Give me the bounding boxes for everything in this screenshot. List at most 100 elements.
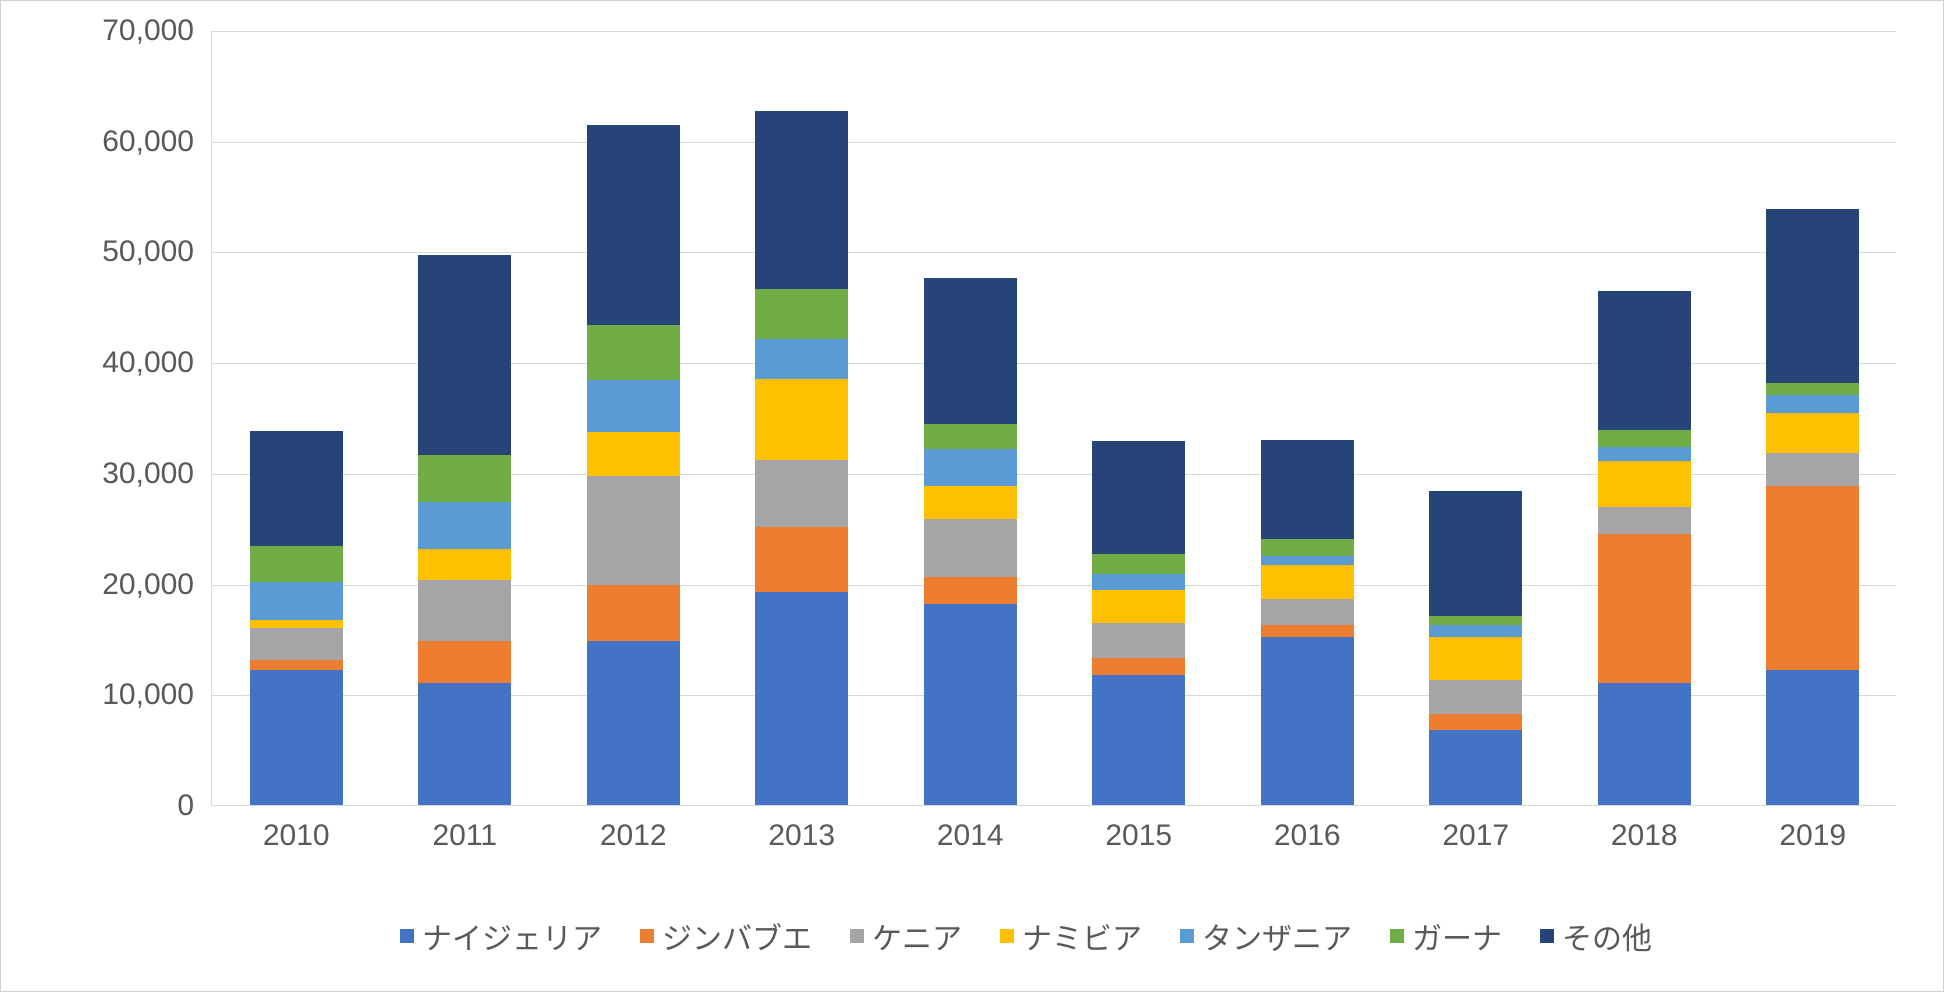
bar-segment — [587, 325, 680, 380]
legend: ナイジェリア ジンバブエ ケニア ナミビア タンザニアガーナその他 — [151, 896, 1901, 976]
bar-segment — [1766, 395, 1859, 413]
y-tick-label: 10,000 — [102, 678, 194, 712]
bar-segment — [1598, 447, 1691, 460]
bar-segment — [587, 125, 680, 324]
bar-segment — [1598, 461, 1691, 508]
legend-swatch — [850, 929, 864, 943]
bar-segment — [1429, 625, 1522, 637]
legend-swatch — [1390, 929, 1404, 943]
bar-segment — [418, 255, 511, 455]
bar-segment — [418, 641, 511, 683]
bar-segment — [1092, 658, 1185, 676]
bar-segment — [924, 278, 1017, 424]
bar-segment — [1766, 453, 1859, 486]
bar-segment — [755, 289, 848, 339]
legend-label: ナミビア — [1022, 914, 1142, 958]
bar-segment — [250, 670, 343, 805]
bar-segment — [1261, 556, 1354, 565]
bar-segment — [1429, 680, 1522, 714]
bar-segment — [1598, 534, 1691, 683]
bar-segment — [418, 683, 511, 805]
x-tick-label: 2016 — [1274, 819, 1341, 853]
x-tick-label: 2015 — [1105, 819, 1172, 853]
bar-segment — [1429, 714, 1522, 730]
bar-segment — [1092, 574, 1185, 591]
bar-segment — [250, 660, 343, 670]
y-tick-label: 50,000 — [102, 235, 194, 269]
bar-segment — [418, 580, 511, 641]
bar-segment — [1598, 430, 1691, 448]
bar-segment — [1429, 637, 1522, 680]
bar-segment — [1092, 675, 1185, 805]
x-tick-label: 2012 — [600, 819, 667, 853]
bar-segment — [924, 519, 1017, 577]
legend-label: ナイジェリア — [422, 914, 602, 958]
x-tick-label: 2013 — [768, 819, 835, 853]
bar-segment — [1598, 507, 1691, 534]
bar-segment — [587, 476, 680, 585]
bar-segment — [587, 585, 680, 641]
bar-segment — [1766, 486, 1859, 670]
legend-item: ナミビア — [1000, 914, 1142, 958]
bar-segment — [587, 432, 680, 476]
legend-swatch — [400, 929, 414, 943]
legend-label: タンザニア — [1202, 914, 1352, 958]
bar-segment — [1261, 599, 1354, 624]
y-tick-label: 30,000 — [102, 457, 194, 491]
plot-area: 010,00020,00030,00040,00050,00060,00070,… — [211, 31, 1896, 806]
bar-segment — [1092, 623, 1185, 657]
legend-label: ケニア — [872, 914, 962, 958]
bar-segment — [250, 620, 343, 628]
gridline — [212, 142, 1896, 143]
bar-segment — [755, 460, 848, 528]
x-tick-label: 2019 — [1779, 819, 1846, 853]
bar-segment — [1261, 440, 1354, 540]
bar-segment — [755, 339, 848, 379]
legend-label: ジンバブエ — [662, 914, 812, 958]
bar-segment — [1429, 616, 1522, 625]
bar-segment — [587, 641, 680, 805]
x-tick-label: 2010 — [263, 819, 330, 853]
legend-item: タンザニア — [1180, 914, 1352, 958]
legend-item: その他 — [1540, 914, 1652, 958]
bar-segment — [1598, 291, 1691, 429]
legend-item: ジンバブエ — [640, 914, 812, 958]
legend-item: ガーナ — [1390, 914, 1502, 958]
bar-segment — [755, 379, 848, 460]
y-tick-label: 40,000 — [102, 346, 194, 380]
y-tick-label: 0 — [177, 789, 194, 823]
bar-segment — [924, 424, 1017, 448]
bar-segment — [1598, 683, 1691, 805]
y-tick-label: 70,000 — [102, 14, 194, 48]
x-tick-label: 2018 — [1611, 819, 1678, 853]
bar-segment — [1766, 209, 1859, 383]
bar-segment — [1092, 590, 1185, 623]
legend-swatch — [1180, 929, 1194, 943]
x-tick-label: 2011 — [432, 819, 497, 853]
bar-segment — [755, 592, 848, 805]
gridline — [212, 31, 1896, 32]
y-tick-label: 20,000 — [102, 568, 194, 602]
bar-segment — [418, 502, 511, 550]
bar-segment — [1766, 413, 1859, 453]
bar-segment — [1429, 491, 1522, 616]
bar-segment — [755, 111, 848, 289]
x-tick-label: 2014 — [937, 819, 1004, 853]
stacked-bar-chart: 010,00020,00030,00040,00050,00060,00070,… — [0, 0, 1944, 992]
bar-segment — [250, 431, 343, 546]
legend-item: ケニア — [850, 914, 962, 958]
bar-segment — [924, 604, 1017, 806]
bar-segment — [1261, 539, 1354, 556]
bar-segment — [1092, 441, 1185, 554]
gridline — [212, 252, 1896, 253]
bar-segment — [1429, 730, 1522, 805]
bar-segment — [755, 527, 848, 592]
bar-segment — [924, 449, 1017, 487]
bar-segment — [1261, 565, 1354, 599]
legend-item: ナイジェリア — [400, 914, 602, 958]
bar-segment — [1766, 383, 1859, 395]
bar-segment — [250, 546, 343, 583]
legend-swatch — [1540, 929, 1554, 943]
bar-segment — [1766, 670, 1859, 805]
bar-segment — [250, 628, 343, 660]
